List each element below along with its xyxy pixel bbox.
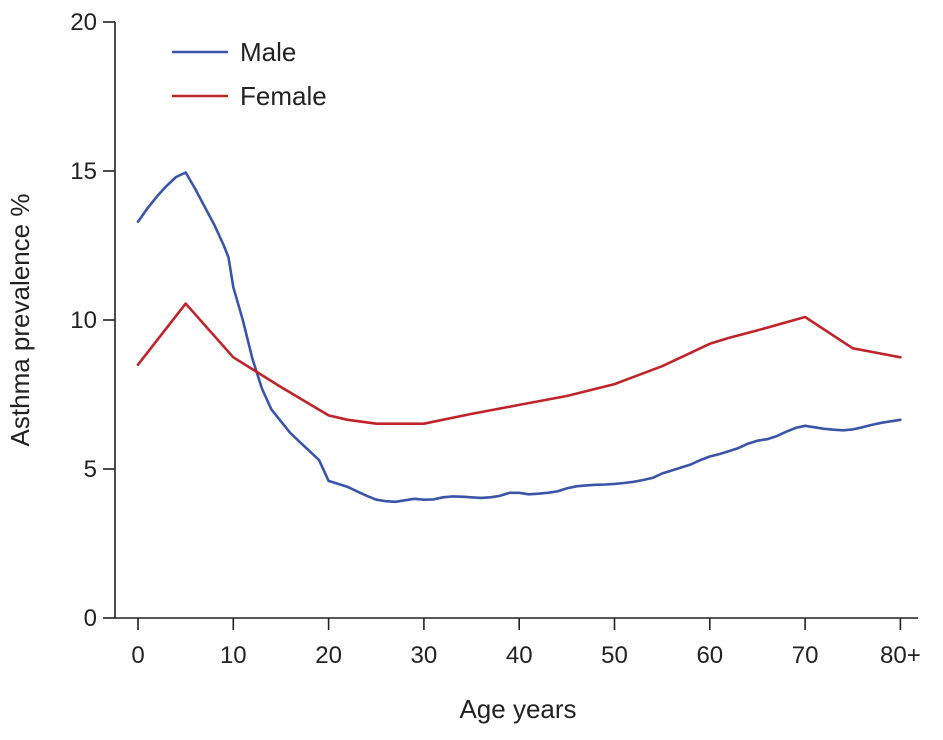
x-axis-title: Age years (459, 694, 576, 724)
axes-layer: 0 5 10 15 20 0 10 20 30 40 50 60 70 80+ (70, 9, 920, 669)
y-axis-title: Asthma prevalence % (5, 194, 35, 447)
y-tick-label: 5 (84, 456, 97, 483)
x-tick-label: 20 (315, 642, 342, 669)
series-line-male (136, 171, 902, 504)
x-tick-label: 0 (131, 642, 144, 669)
x-tick-label: 30 (411, 642, 438, 669)
x-tick-label: 40 (506, 642, 533, 669)
y-tick-label: 15 (70, 158, 97, 185)
lines-layer (136, 171, 902, 504)
x-tick-label: 50 (601, 642, 628, 669)
x-tick-label: 70 (792, 642, 819, 669)
y-tick-label: 10 (70, 307, 97, 334)
x-tick-label: 80+ (880, 642, 921, 669)
legend-label-female: Female (240, 81, 327, 111)
y-tick-label: 0 (84, 605, 97, 632)
y-tick-label: 20 (70, 9, 97, 36)
legend: Male Female (172, 37, 327, 111)
x-tick-label: 10 (220, 642, 247, 669)
series-line-female (136, 302, 902, 425)
legend-label-male: Male (240, 37, 296, 67)
x-tick-label: 60 (696, 642, 723, 669)
